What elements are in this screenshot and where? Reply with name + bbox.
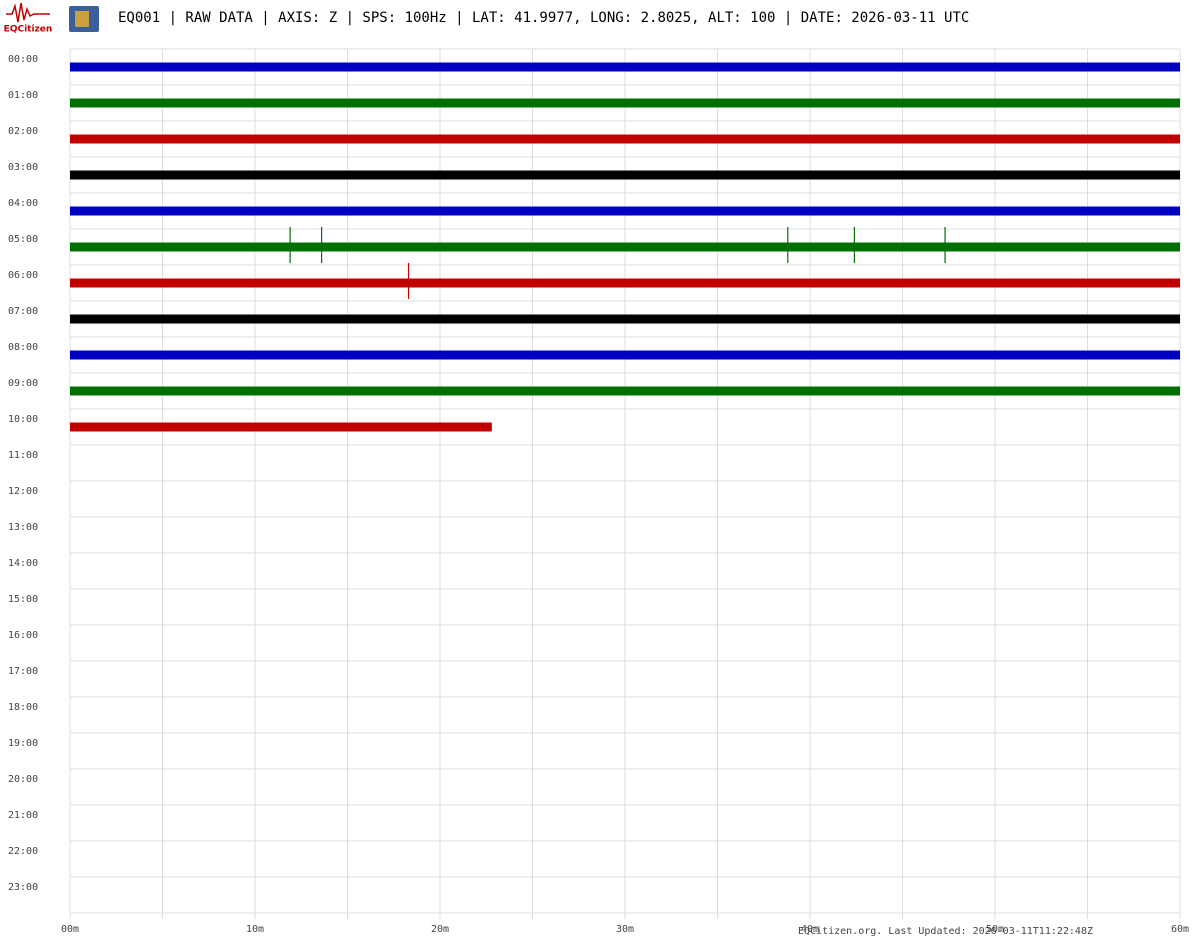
x-tick-label: 50m (986, 924, 1004, 935)
row-label: 08:00 (8, 342, 38, 353)
trace (70, 242, 1180, 252)
trace (70, 422, 492, 432)
trace (70, 98, 1180, 108)
chart-title: EQ001 | RAW DATA | AXIS: Z | SPS: 100Hz … (118, 10, 969, 26)
row-label: 17:00 (8, 666, 38, 677)
x-tick-label: 20m (431, 924, 449, 935)
x-tick-label: 30m (616, 924, 634, 935)
row-label: 09:00 (8, 378, 38, 389)
row-label: 18:00 (8, 702, 38, 713)
trace (70, 278, 1180, 288)
row-label: 12:00 (8, 486, 38, 497)
row-label: 04:00 (8, 198, 38, 209)
row-label: 23:00 (8, 882, 38, 893)
x-tick-label: 60m (1171, 924, 1189, 935)
row-label: 06:00 (8, 270, 38, 281)
trace (70, 62, 1180, 72)
logo-text: EQCitizen (4, 25, 53, 35)
row-label: 02:00 (8, 126, 38, 137)
trace (70, 206, 1180, 216)
row-label: 14:00 (8, 558, 38, 569)
row-label: 07:00 (8, 306, 38, 317)
x-tick-label: 00m (61, 924, 79, 935)
row-label: 21:00 (8, 810, 38, 821)
x-tick-label: 10m (246, 924, 264, 935)
trace (70, 134, 1180, 144)
trace (70, 386, 1180, 396)
row-label: 15:00 (8, 594, 38, 605)
row-label: 13:00 (8, 522, 38, 533)
row-label: 16:00 (8, 630, 38, 641)
row-label: 20:00 (8, 774, 38, 785)
row-label: 00:00 (8, 54, 38, 65)
logo: EQCitizen (4, 2, 99, 35)
footer: EQCitizen.org. Last Updated: 2026-03-11T… (798, 926, 1093, 937)
row-label: 05:00 (8, 234, 38, 245)
x-tick-label: 40m (801, 924, 819, 935)
trace (70, 314, 1180, 324)
row-label: 03:00 (8, 162, 38, 173)
row-label: 10:00 (8, 414, 38, 425)
row-label: 01:00 (8, 90, 38, 101)
trace (70, 170, 1180, 180)
row-label: 19:00 (8, 738, 38, 749)
trace (70, 350, 1180, 360)
row-label: 22:00 (8, 846, 38, 857)
row-label: 11:00 (8, 450, 38, 461)
